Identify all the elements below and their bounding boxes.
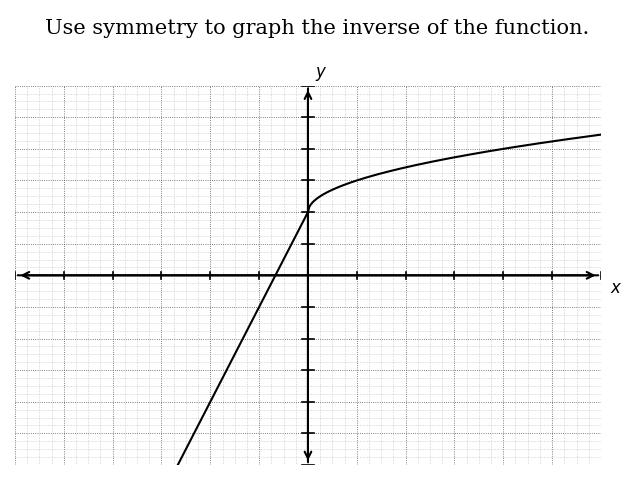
- Text: y: y: [315, 63, 325, 81]
- Text: Use symmetry to graph the inverse of the function.: Use symmetry to graph the inverse of the…: [45, 19, 589, 38]
- Text: x: x: [611, 279, 621, 297]
